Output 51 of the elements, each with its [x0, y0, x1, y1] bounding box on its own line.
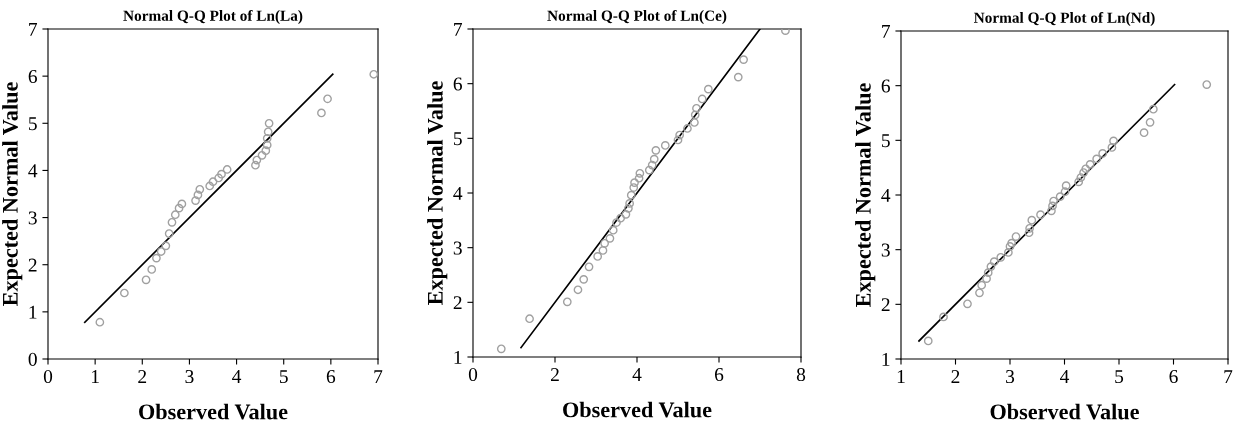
y-axis-title: Expected Normal Value — [427, 81, 448, 305]
chart-title: Normal Q-Q Plot of Ln(La) — [123, 9, 303, 24]
x-axis-title: Observed Value — [139, 403, 288, 420]
x-tick-label: 0 — [468, 367, 478, 382]
x-tick-label: 1 — [897, 370, 905, 383]
y-axis-title: Expected Normal Value — [855, 83, 876, 307]
y-tick-label: 6 — [28, 70, 37, 84]
x-tick-label: 3 — [185, 370, 194, 384]
x-tick-label: 2 — [550, 368, 559, 381]
x-tick-label: 5 — [279, 370, 288, 384]
x-tick-label: 4 — [632, 368, 642, 381]
y-tick-label: 0 — [28, 352, 37, 366]
y-tick-label: 1 — [29, 305, 37, 319]
y-tick-label: 7 — [29, 23, 38, 36]
chart-title: Normal Q-Q Plot of Ln(Nd) — [973, 11, 1155, 26]
x-tick-label: 2 — [951, 370, 960, 383]
x-tick-label: 5 — [1115, 370, 1124, 384]
x-tick-label: 6 — [714, 368, 724, 382]
x-tick-label: 7 — [1224, 370, 1233, 383]
y-tick-label: 1 — [882, 352, 890, 366]
y-axis-title: Expected Normal Value — [2, 82, 23, 306]
y-tick-label: 6 — [453, 77, 462, 91]
y-tick-label: 2 — [28, 258, 37, 272]
y-tick-label: 1 — [454, 350, 462, 364]
y-tick-label: 4 — [28, 164, 38, 178]
x-tick-label: 0 — [43, 369, 53, 384]
y-tick-label: 4 — [453, 186, 463, 200]
chart-title: Normal Q-Q Plot of Ln(Ce) — [547, 9, 727, 24]
x-tick-label: 8 — [796, 367, 806, 382]
y-tick-label: 6 — [881, 79, 890, 93]
x-tick-label: 2 — [138, 370, 147, 383]
x-tick-label: 6 — [1169, 370, 1178, 384]
x-axis-title: Observed Value — [990, 403, 1139, 420]
y-tick-label: 2 — [881, 298, 890, 312]
x-tick-label: 4 — [1060, 370, 1070, 383]
y-tick-label: 3 — [28, 211, 37, 225]
x-tick-label: 4 — [232, 370, 242, 383]
y-tick-label: 2 — [453, 296, 462, 310]
y-tick-label: 3 — [881, 243, 890, 257]
x-tick-label: 3 — [1006, 370, 1015, 384]
x-tick-label: 6 — [326, 370, 336, 384]
x-tick-label: 7 — [374, 370, 383, 383]
y-tick-label: 5 — [28, 117, 37, 131]
y-tick-label: 4 — [881, 188, 891, 202]
x-axis-title: Observed Value — [563, 401, 712, 418]
y-tick-label: 5 — [453, 132, 462, 146]
y-tick-label: 3 — [453, 241, 462, 255]
x-tick-label: 1 — [91, 370, 99, 383]
y-tick-label: 5 — [881, 134, 890, 148]
y-tick-label: 7 — [454, 23, 463, 36]
y-tick-label: 7 — [882, 25, 891, 38]
